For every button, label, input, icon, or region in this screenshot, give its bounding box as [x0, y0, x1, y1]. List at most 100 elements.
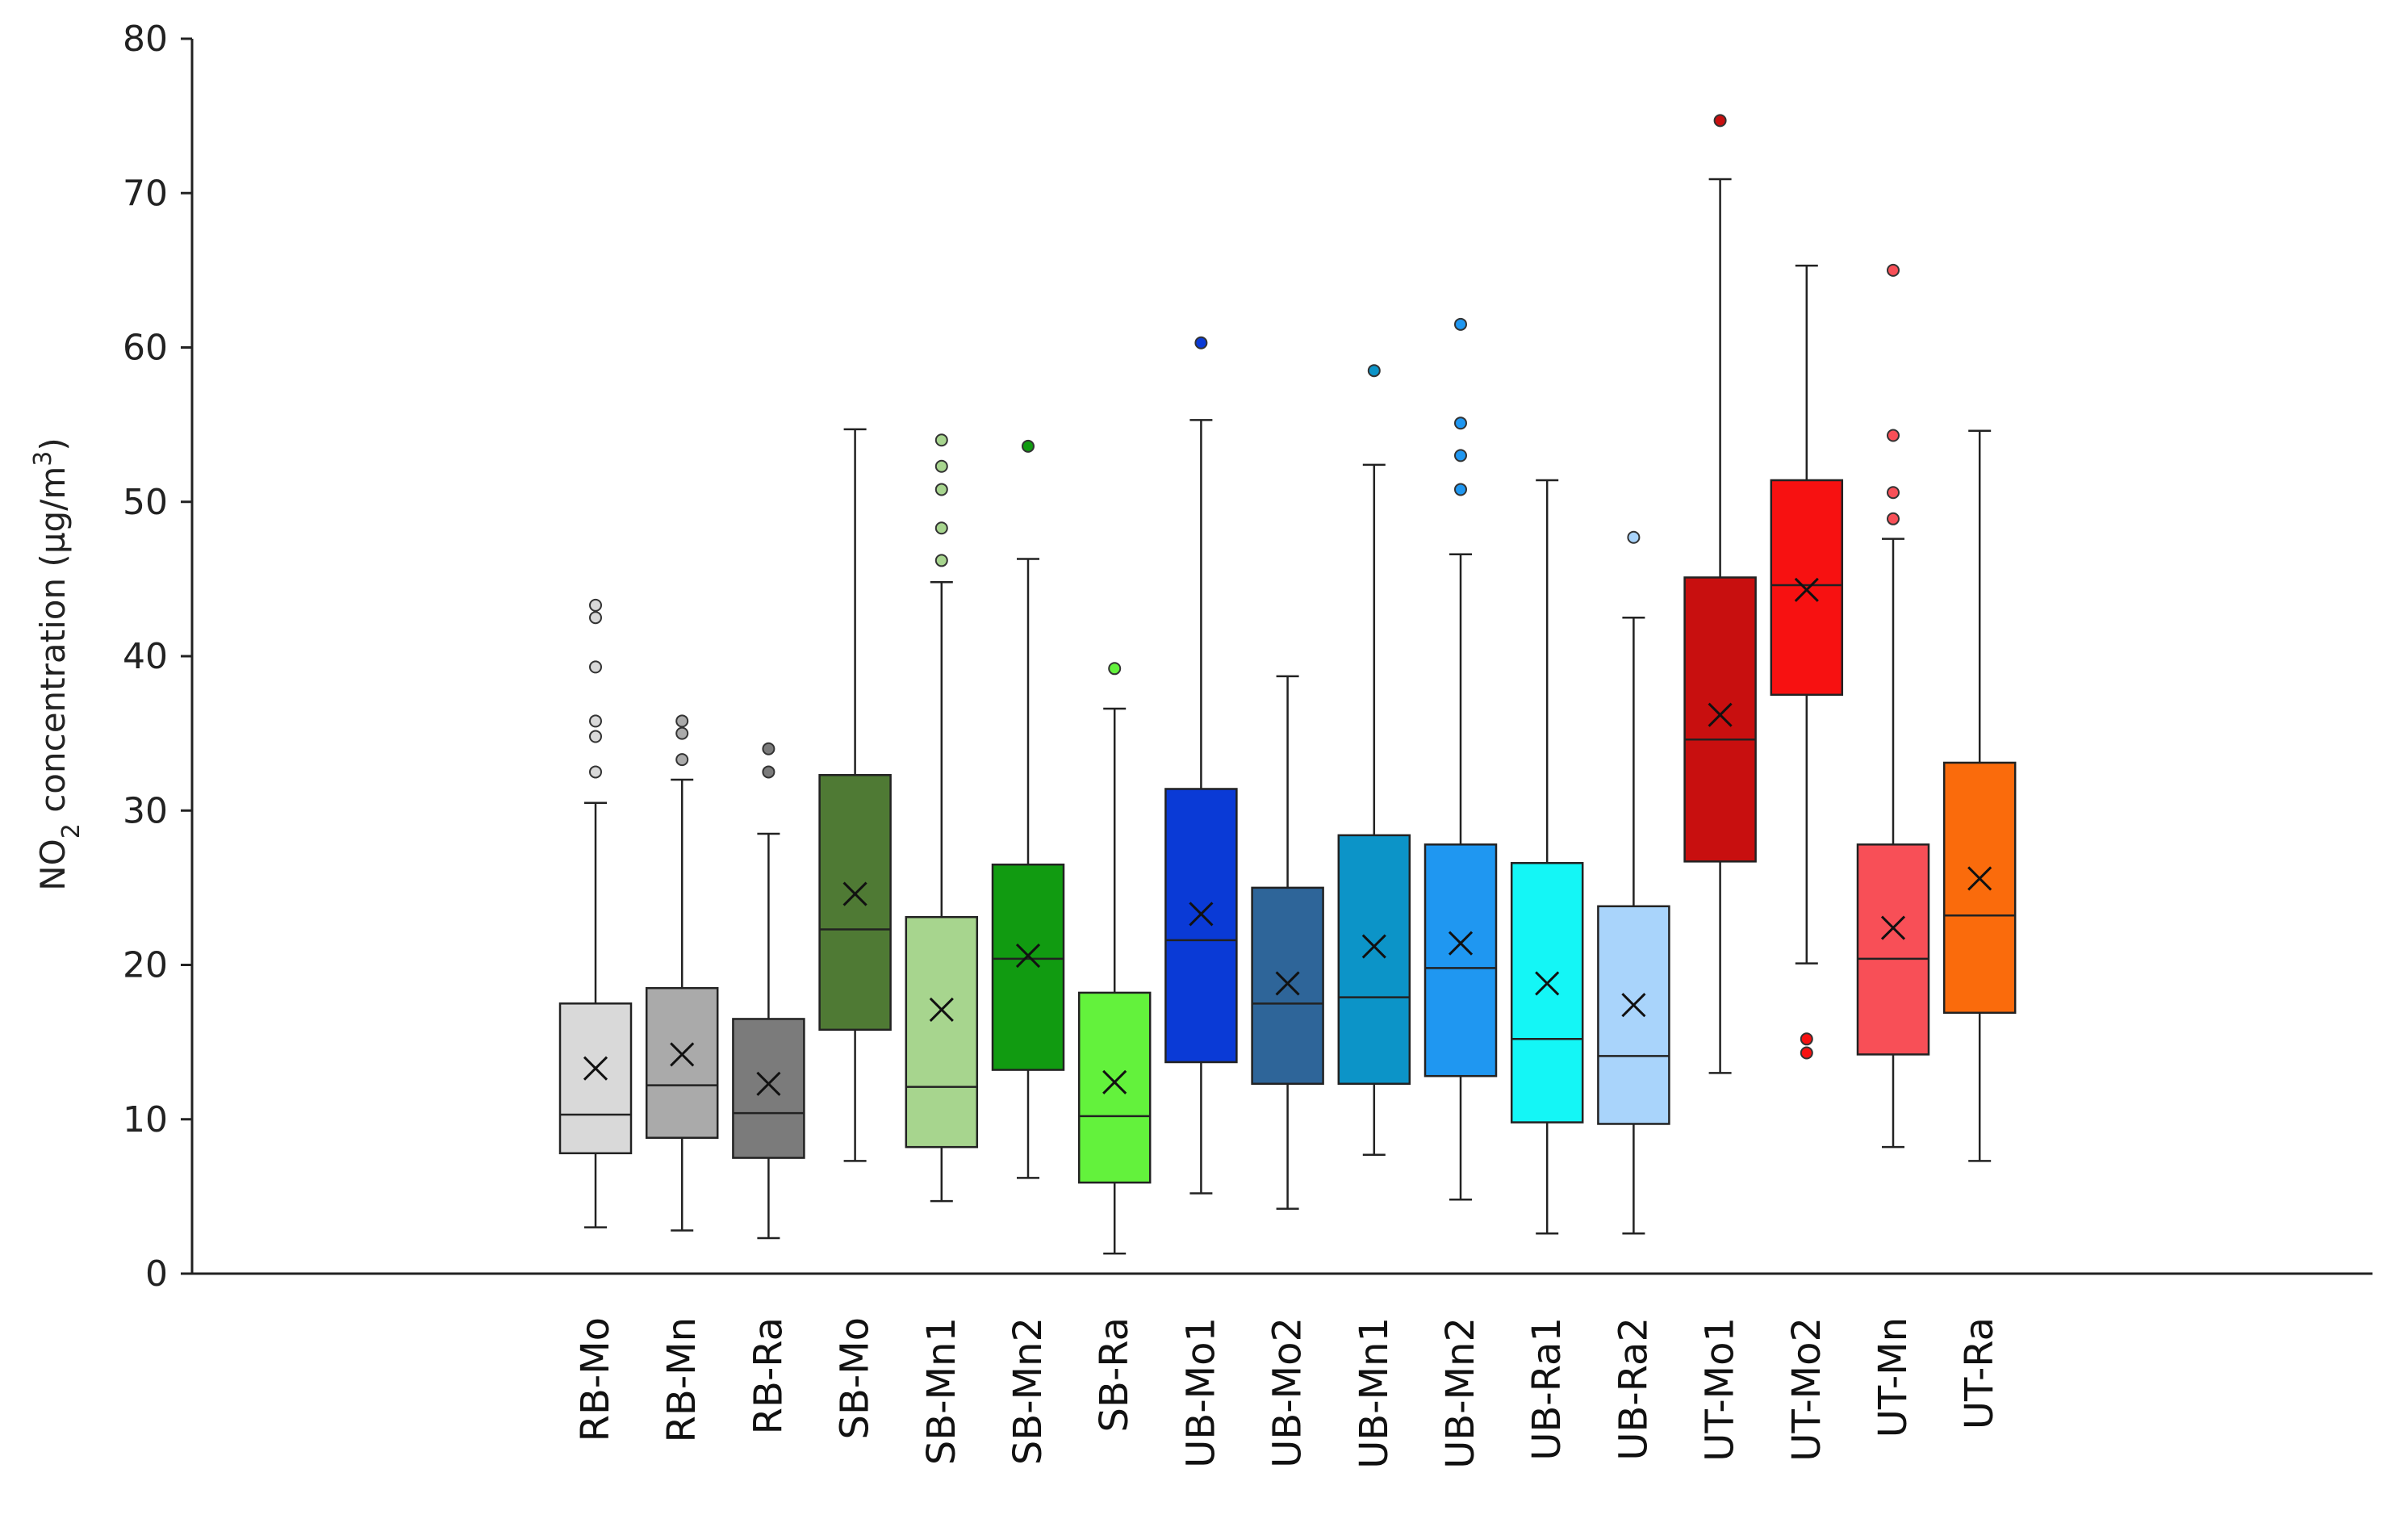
outlier-point: [675, 714, 689, 728]
outlier-point: [934, 521, 948, 535]
mean-marker-stroke-b: [1880, 915, 1906, 940]
outlier-point: [589, 730, 602, 743]
iqr-box: [905, 915, 979, 1149]
outlier-point: [1194, 336, 1208, 349]
outlier-point: [1454, 483, 1467, 496]
y-tick-label: 40: [123, 636, 168, 677]
labels-layer: RB-Mo RB-Mn RB-Ra SB-Mo SB-Mn1 SB-Mn2 SB-Ra UB-…: [573, 1317, 2002, 1469]
iqr-box: [645, 986, 719, 1139]
mean-marker-stroke-b: [1621, 993, 1646, 1018]
outlier-point: [1454, 416, 1467, 430]
category-label: UT-Mn: [1871, 1317, 1916, 1437]
box-UT-Mo1: [1683, 114, 1757, 1074]
axes-layer: 0 10 20 30 40 50 60 70 80: [123, 19, 2372, 1295]
category-label: UB-Mn1: [1352, 1317, 1397, 1469]
box-SB-Mn1: [905, 433, 979, 1203]
outlier-point: [934, 554, 948, 567]
mean-marker-stroke-b: [1448, 931, 1474, 956]
outlier-point: [1454, 317, 1467, 331]
outlier-point: [1887, 263, 1900, 277]
category-label: RB-Mn: [659, 1317, 704, 1442]
outlier-point: [589, 765, 602, 779]
outlier-point: [589, 714, 602, 728]
outlier-point: [762, 742, 775, 755]
iqr-box: [1942, 761, 2017, 1015]
iqr-box: [1164, 788, 1238, 1064]
y-tick-label: 0: [145, 1253, 168, 1295]
box-UB-Ra1: [1510, 479, 1584, 1235]
outlier-point: [589, 611, 602, 625]
y-axis-label-subscript: 2: [57, 823, 86, 839]
outlier-point: [1887, 512, 1900, 525]
category-label: RB-Mo: [573, 1317, 618, 1442]
outlier-point: [1800, 1032, 1813, 1046]
category-label: SB-Mn2: [1005, 1317, 1051, 1465]
y-axis-label-prefix: NO: [33, 839, 73, 890]
mean-marker-stroke-b: [1708, 702, 1733, 727]
category-label: SB-Mn1: [919, 1317, 964, 1465]
box-UB-Mn1: [1337, 364, 1411, 1156]
mean-marker-stroke-b: [1015, 943, 1041, 969]
y-axis-label-middle: concentration (µg/m: [33, 467, 73, 823]
outlier-point: [762, 765, 775, 779]
box-UT-Mn: [1856, 263, 1930, 1149]
mean-marker-stroke-b: [1794, 577, 1819, 602]
y-tick-label: 50: [123, 482, 168, 523]
box-RB-Ra: [732, 742, 805, 1240]
outlier-point: [1800, 1046, 1813, 1060]
category-label: UT-Mo2: [1784, 1317, 1829, 1462]
iqr-box: [818, 774, 892, 1031]
y-tick-label: 70: [123, 173, 168, 214]
box-UB-Ra2: [1597, 530, 1670, 1235]
y-tick-label: 20: [123, 945, 168, 986]
box-SB-Ra: [1077, 662, 1152, 1255]
mean-marker-stroke-b: [1189, 902, 1214, 927]
category-label: UT-Ra: [1957, 1317, 2002, 1429]
mean-marker-stroke-b: [1102, 1069, 1127, 1094]
mean-marker-stroke-b: [1535, 971, 1560, 996]
iqr-box: [732, 1018, 805, 1159]
boxes-layer: [558, 114, 2017, 1255]
mean-marker-stroke-b: [929, 997, 954, 1023]
category-label: UB-Mo2: [1265, 1317, 1311, 1468]
box-RB-Mo: [558, 598, 633, 1228]
box-RB-Mn: [645, 714, 719, 1232]
mean-marker-stroke-b: [583, 1056, 608, 1081]
outlier-point: [1367, 364, 1381, 378]
y-axis-label-suffix: ): [33, 437, 73, 450]
outlier-point: [1627, 530, 1641, 544]
category-label: UB-Ra2: [1611, 1317, 1656, 1461]
y-tick-label: 10: [123, 1099, 168, 1140]
box-UB-Mn2: [1423, 317, 1498, 1201]
outlier-point: [934, 483, 948, 496]
box-UT-Ra: [1942, 429, 2017, 1162]
iqr-box: [991, 863, 1065, 1071]
iqr-box: [558, 1002, 633, 1155]
mean-marker-stroke-b: [842, 881, 867, 906]
category-label: UB-Mn2: [1438, 1317, 1483, 1469]
outlier-point: [675, 753, 689, 767]
category-label: UT-Mo1: [1698, 1317, 1743, 1462]
category-label: UB-Ra1: [1524, 1317, 1570, 1461]
mean-marker-stroke-b: [1361, 934, 1386, 959]
outlier-point: [589, 660, 602, 674]
y-axis-label-superscript: 3: [29, 451, 57, 467]
box-SB-Mn2: [991, 439, 1065, 1179]
outlier-point: [934, 433, 948, 447]
outlier-point: [1454, 449, 1467, 462]
iqr-box: [1077, 991, 1152, 1184]
category-label: SB-Mo: [833, 1317, 878, 1440]
category-label: UB-Mo1: [1178, 1317, 1223, 1468]
y-tick-label: 30: [123, 790, 168, 831]
box-UB-Mo1: [1164, 336, 1238, 1195]
outlier-point: [1108, 662, 1122, 676]
iqr-box: [1770, 479, 1844, 697]
mean-marker-stroke-b: [1967, 866, 1992, 891]
box-UB-Mo2: [1251, 675, 1324, 1210]
category-label: SB-Ra: [1092, 1317, 1137, 1432]
iqr-box: [1683, 576, 1757, 863]
outlier-point: [1713, 114, 1727, 128]
mean-marker-stroke-b: [670, 1042, 695, 1067]
y-tick-label: 60: [123, 328, 168, 369]
